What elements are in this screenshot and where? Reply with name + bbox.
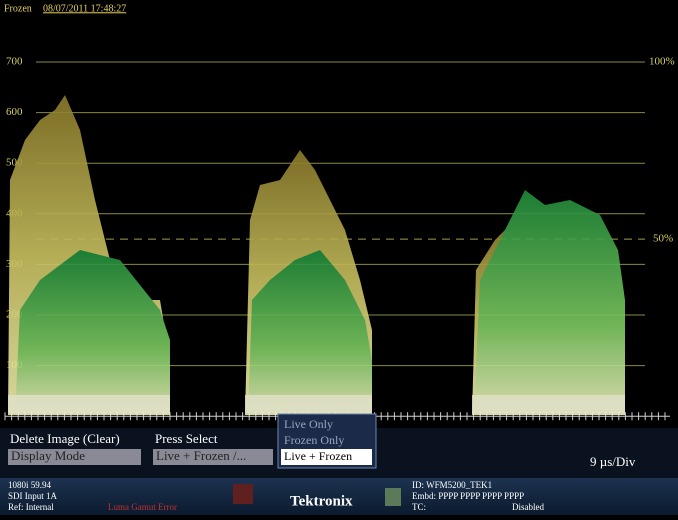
embedded-audio: Embd: PPPP PPPP PPPP PPPP [412,491,524,501]
option[interactable]: Live Only [284,417,333,431]
option[interactable]: Live + Frozen [284,449,352,463]
instrument-icon [385,488,401,506]
option[interactable]: Frozen Only [284,433,344,447]
menu-value[interactable]: Live + Frozen /... [156,448,246,463]
scale-label: 600 [6,106,23,118]
percent-label: 100% [649,56,675,68]
alarm-icon [233,484,253,504]
reference: Ref: Internal [8,502,54,512]
menu-value[interactable]: Display Mode [11,448,85,463]
time-scale: 9 µs/Div [590,454,636,469]
frozen-status: Frozen [4,3,32,14]
instrument-id: ID: WFM5200_TEK1 [412,480,492,490]
timecode-value: Disabled [512,502,544,512]
alarm: Luma Gamut Error [108,502,177,512]
input: SDI Input 1A [8,491,57,501]
scale-label: 700 [6,56,23,68]
trace-base [8,395,170,413]
trace-base [472,395,625,413]
menu-title: Press Select [155,431,218,446]
video-format: 1080i 59.94 [8,480,52,490]
waveform-monitor: 700600500400300200100100%50% Frozen 08/0… [0,0,678,515]
brand: Tektronix [290,493,353,509]
timestamp: 08/07/2011 17:48:27 [43,3,126,14]
menu-title: Delete Image (Clear) [10,431,120,446]
percent-label: 50% [653,233,673,245]
timecode-label: TC: [412,502,426,512]
trace-base [245,395,372,413]
